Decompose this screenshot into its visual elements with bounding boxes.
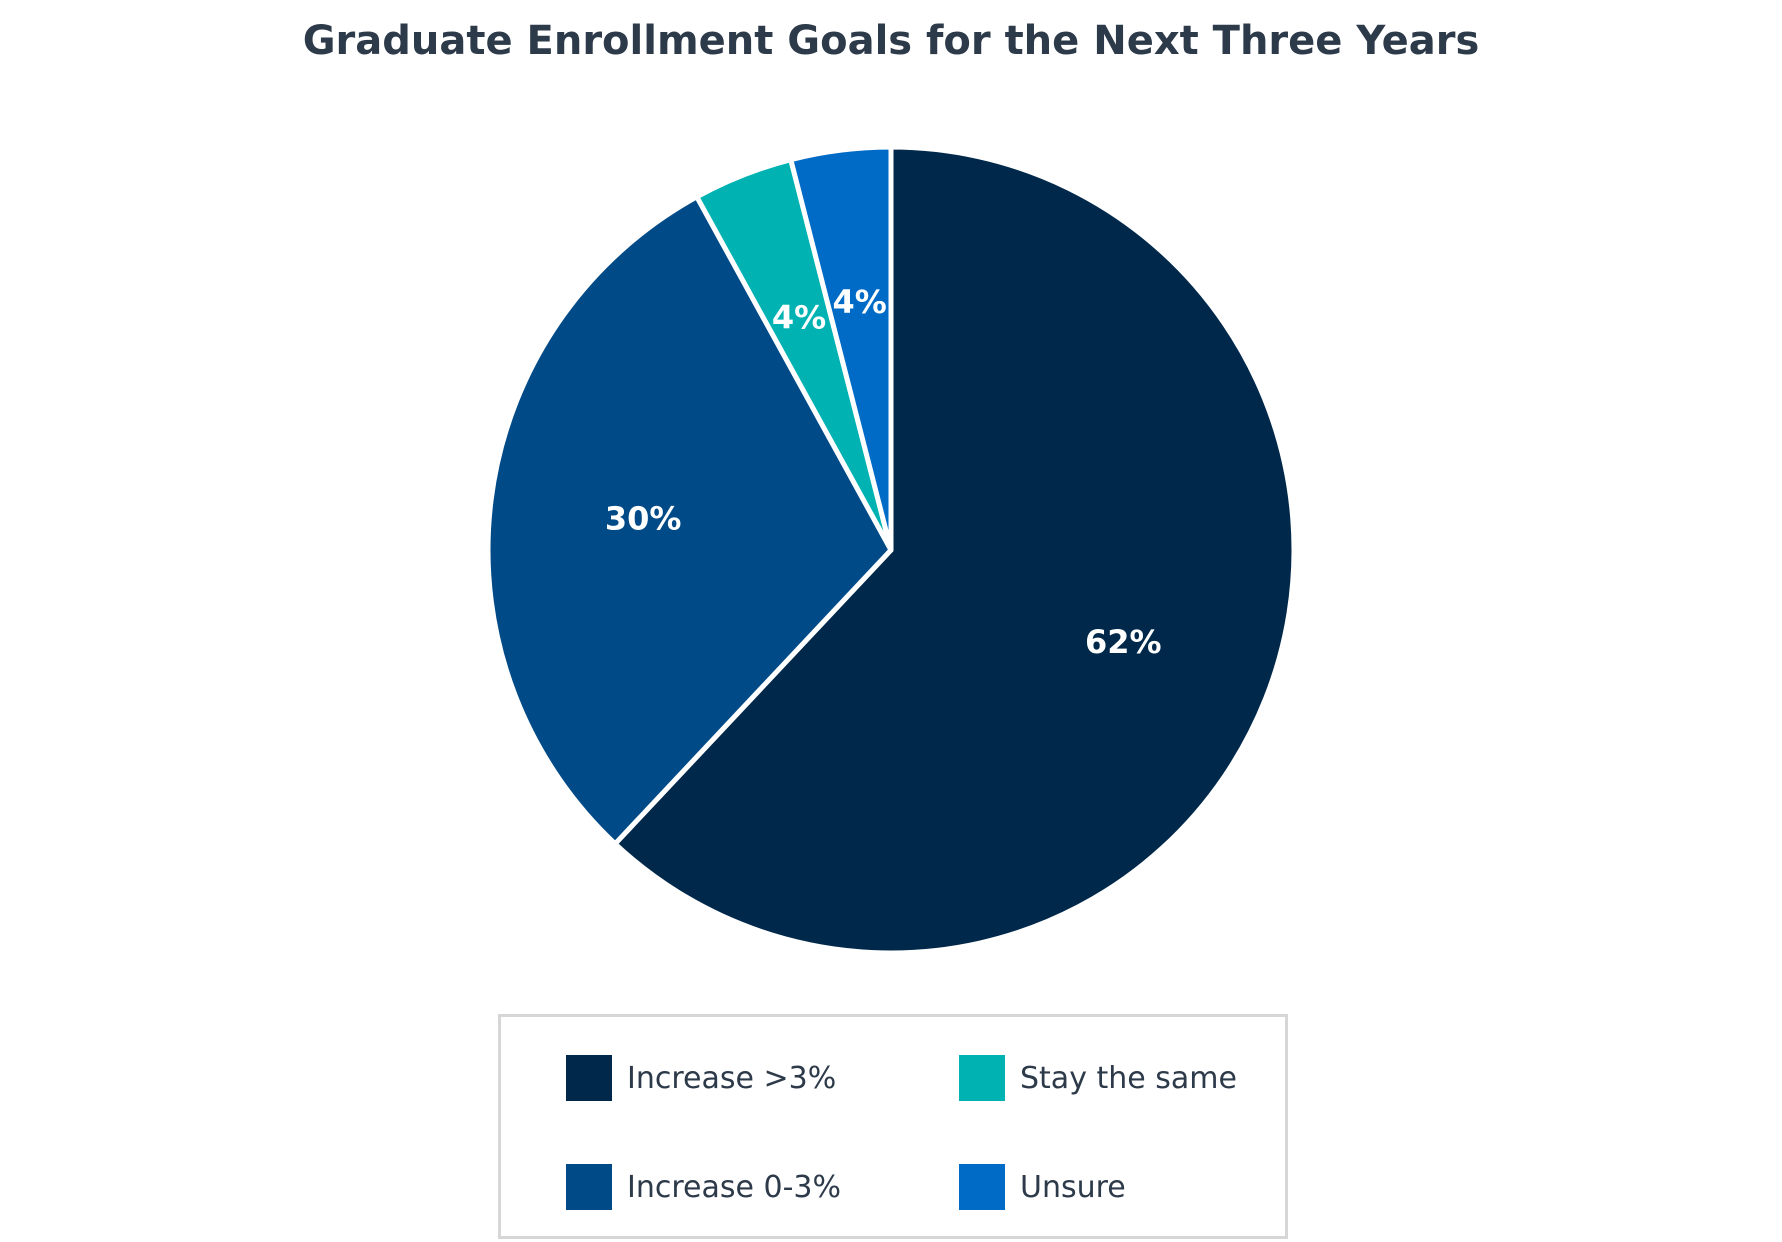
- legend-swatch: [958, 1163, 1006, 1211]
- legend-label: Increase >3%: [627, 1060, 837, 1096]
- legend-item-increase-0-3[interactable]: Increase 0-3%: [565, 1163, 841, 1211]
- pie-slice-increase-3[interactable]: [612, 144, 1297, 956]
- legend-label: Increase 0-3%: [627, 1169, 841, 1205]
- legend-label: Unsure: [1020, 1169, 1126, 1205]
- pie-slice-increase-0-3[interactable]: [485, 194, 894, 847]
- pie-value-labels: 62% 30% 4% 4%: [605, 283, 1162, 661]
- pie-slice-unsure[interactable]: [788, 144, 894, 553]
- pie-value-label: 62%: [1085, 623, 1162, 661]
- chart-title: Graduate Enrollment Goals for the Next T…: [302, 18, 1480, 64]
- pie-value-label: 30%: [605, 500, 682, 538]
- chart-legend: Increase >3% Stay the same Increase 0-3%…: [498, 1014, 1288, 1239]
- pie-slices: [485, 144, 1297, 956]
- legend-label: Stay the same: [1020, 1060, 1237, 1096]
- legend-swatch: [958, 1054, 1006, 1102]
- legend-item-unsure[interactable]: Unsure: [958, 1163, 1126, 1211]
- legend-swatch: [565, 1163, 613, 1211]
- legend-item-increase-over-3[interactable]: Increase >3%: [565, 1054, 836, 1102]
- pie-value-label: 4%: [833, 283, 887, 321]
- legend-item-stay-the-same[interactable]: Stay the same: [958, 1054, 1237, 1102]
- pie-value-label: 4%: [772, 299, 826, 337]
- legend-swatch: [565, 1054, 613, 1102]
